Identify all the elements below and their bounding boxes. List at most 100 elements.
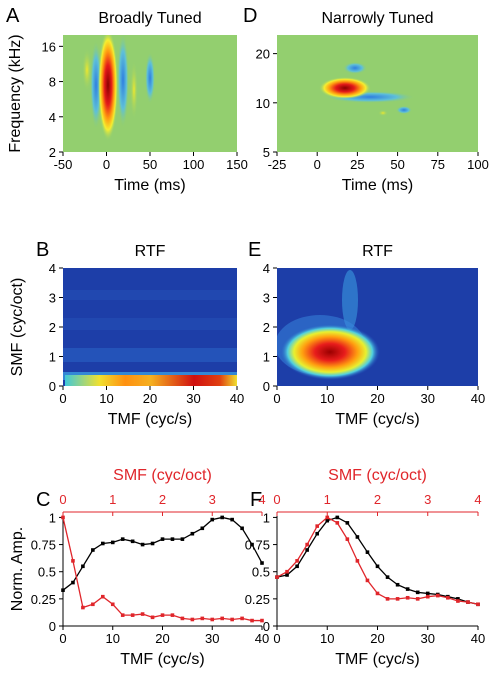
x-tick-label: 75 (431, 157, 445, 172)
x-tick-label: 10 (106, 631, 120, 646)
data-point (180, 616, 185, 621)
data-point (355, 559, 360, 563)
data-point (170, 613, 175, 617)
data-point (71, 580, 75, 585)
y-tick-label: 0.75 (31, 538, 56, 553)
y-tick-label: 0.25 (245, 592, 270, 607)
x-tick-label: 40 (230, 391, 244, 406)
data-point (305, 542, 309, 547)
x-tick-label: 30 (186, 391, 200, 406)
data-point (415, 590, 420, 595)
data-point (230, 617, 234, 622)
x-axis-label: TMF (cyc/s) (335, 411, 419, 428)
y-tick-label: 4 (263, 261, 270, 276)
y-tick-label: 2 (49, 320, 56, 335)
data-point (405, 595, 410, 600)
y-tick-label: 1 (49, 510, 56, 525)
y-tick-label: 0 (49, 379, 56, 394)
y-tick-label: 3 (49, 291, 56, 306)
data-point (260, 618, 264, 623)
x2-tick-label: 3 (424, 492, 431, 507)
x2-tick-label: 2 (374, 492, 381, 507)
x-axis-label: TMF (cyc/s) (335, 651, 419, 668)
x2-tick-label: 2 (159, 492, 166, 507)
y-tick-label: 0.75 (245, 538, 270, 553)
data-point (130, 539, 135, 544)
x-tick-label: 10 (99, 391, 113, 406)
series-line (276, 516, 479, 605)
x-tick-label: 20 (370, 631, 384, 646)
chart-title: RTF (135, 243, 166, 260)
data-point (150, 615, 155, 620)
x-tick-label: 30 (421, 391, 435, 406)
y-tick-label: 2 (49, 145, 56, 160)
data-point (120, 613, 125, 617)
data-point (295, 564, 299, 569)
data-point (200, 526, 205, 531)
series-line (62, 516, 263, 591)
x-tick-label: 100 (467, 157, 489, 172)
panel-label: E (248, 239, 261, 261)
x-axis-label: TMF (cyc/s) (120, 651, 204, 668)
data-point (160, 613, 165, 617)
rtf-image-b (63, 268, 237, 386)
data-point (61, 515, 65, 520)
y-tick-label: 0.5 (252, 565, 270, 580)
chart-title: RTF (362, 243, 393, 260)
y-tick-label: 2 (263, 320, 270, 335)
x-tick-label: 10 (320, 391, 334, 406)
data-point (120, 537, 125, 541)
y-tick-label: 0.25 (31, 592, 56, 607)
x2-axis-label: SMF (cyc/oct) (113, 467, 212, 484)
y-tick-label: 10 (256, 96, 270, 111)
x-tick-label: 50 (143, 157, 157, 172)
data-point (285, 573, 289, 577)
data-point (210, 617, 215, 622)
x-tick-label: -25 (268, 157, 287, 172)
panel-label: D (243, 5, 257, 27)
x-axis-label: TMF (cyc/s) (108, 411, 192, 428)
data-point (110, 602, 115, 607)
data-point (220, 616, 224, 621)
x-tick-label: 20 (155, 631, 169, 646)
strf-image-a (63, 35, 237, 152)
x-tick-label: 30 (205, 631, 219, 646)
x2-axis-label: SMF (cyc/oct) (328, 467, 427, 484)
panel-label: B (36, 239, 49, 261)
data-point (140, 612, 145, 616)
y-tick-label: 0 (49, 619, 56, 634)
x-tick-label: 0 (59, 391, 66, 406)
data-point (375, 591, 380, 596)
data-point (260, 561, 264, 565)
data-point (91, 548, 95, 552)
data-point (160, 537, 165, 541)
y-tick-label: 4 (49, 110, 56, 125)
x-tick-label: 0 (103, 157, 110, 172)
x-axis-label: Time (ms) (114, 177, 185, 194)
data-point (81, 605, 85, 610)
x-tick-label: 25 (350, 157, 364, 172)
data-point (335, 515, 340, 520)
data-point (240, 526, 244, 531)
data-point (385, 575, 390, 579)
data-point (71, 559, 75, 563)
x-tick-label: 20 (143, 391, 157, 406)
data-point (385, 597, 390, 601)
data-point (150, 541, 155, 546)
x-tick-label: 50 (390, 157, 404, 172)
data-point (345, 521, 350, 525)
data-point (170, 537, 175, 541)
data-point (91, 602, 95, 607)
data-point (180, 537, 185, 541)
x2-tick-label: 4 (258, 492, 265, 507)
data-point (210, 517, 215, 522)
data-point (456, 597, 460, 601)
y-tick-label: 3 (263, 291, 270, 306)
data-point (101, 541, 105, 546)
y-axis-label: Frequency (kHz) (7, 34, 24, 152)
data-point (425, 594, 430, 599)
data-point (315, 531, 319, 536)
data-point (190, 617, 195, 622)
y-tick-label: 1 (263, 350, 270, 365)
